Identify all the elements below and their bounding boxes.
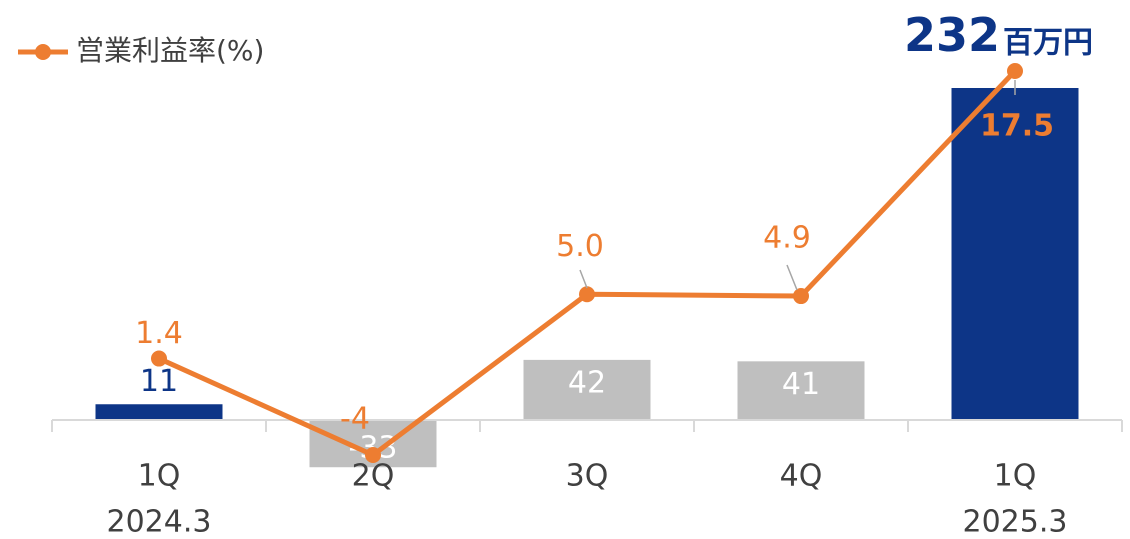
x-tick-label: 1Q — [994, 459, 1037, 494]
bar — [737, 361, 865, 420]
leader-line — [579, 269, 588, 289]
x-tick-label: 4Q — [780, 459, 823, 494]
line-label: 4.9 — [763, 221, 811, 256]
x-tick-label: 3Q — [566, 459, 609, 494]
bar-label: 11 — [140, 364, 178, 399]
x-tick-sublabel: 2024.3 — [107, 505, 212, 539]
x-tick-sublabel: 2025.3 — [963, 505, 1068, 539]
line-marker — [1007, 63, 1023, 79]
x-tick-label: 2Q — [352, 459, 395, 494]
bar — [523, 359, 651, 420]
bar — [95, 404, 223, 420]
bar-unit: 百万円 — [1003, 26, 1093, 61]
legend-marker — [35, 44, 51, 60]
bar-label: 42 — [568, 365, 606, 400]
line-label: -4 — [340, 402, 370, 437]
line-marker — [151, 350, 167, 367]
line-marker — [579, 286, 595, 303]
leader-line — [786, 264, 798, 291]
line-marker — [793, 288, 809, 305]
line-label: 1.4 — [135, 316, 183, 351]
bar — [951, 88, 1079, 420]
bar-label: 41 — [782, 367, 820, 402]
line-label: 17.5 — [980, 109, 1054, 144]
x-tick-label: 1Q — [138, 459, 181, 494]
line-label: 5.0 — [556, 229, 604, 264]
line-marker — [365, 447, 381, 463]
legend-label: 営業利益率(%) — [76, 34, 264, 67]
bar-label-group: 232 — [904, 8, 1000, 62]
bar-label: 232 — [904, 8, 1000, 62]
